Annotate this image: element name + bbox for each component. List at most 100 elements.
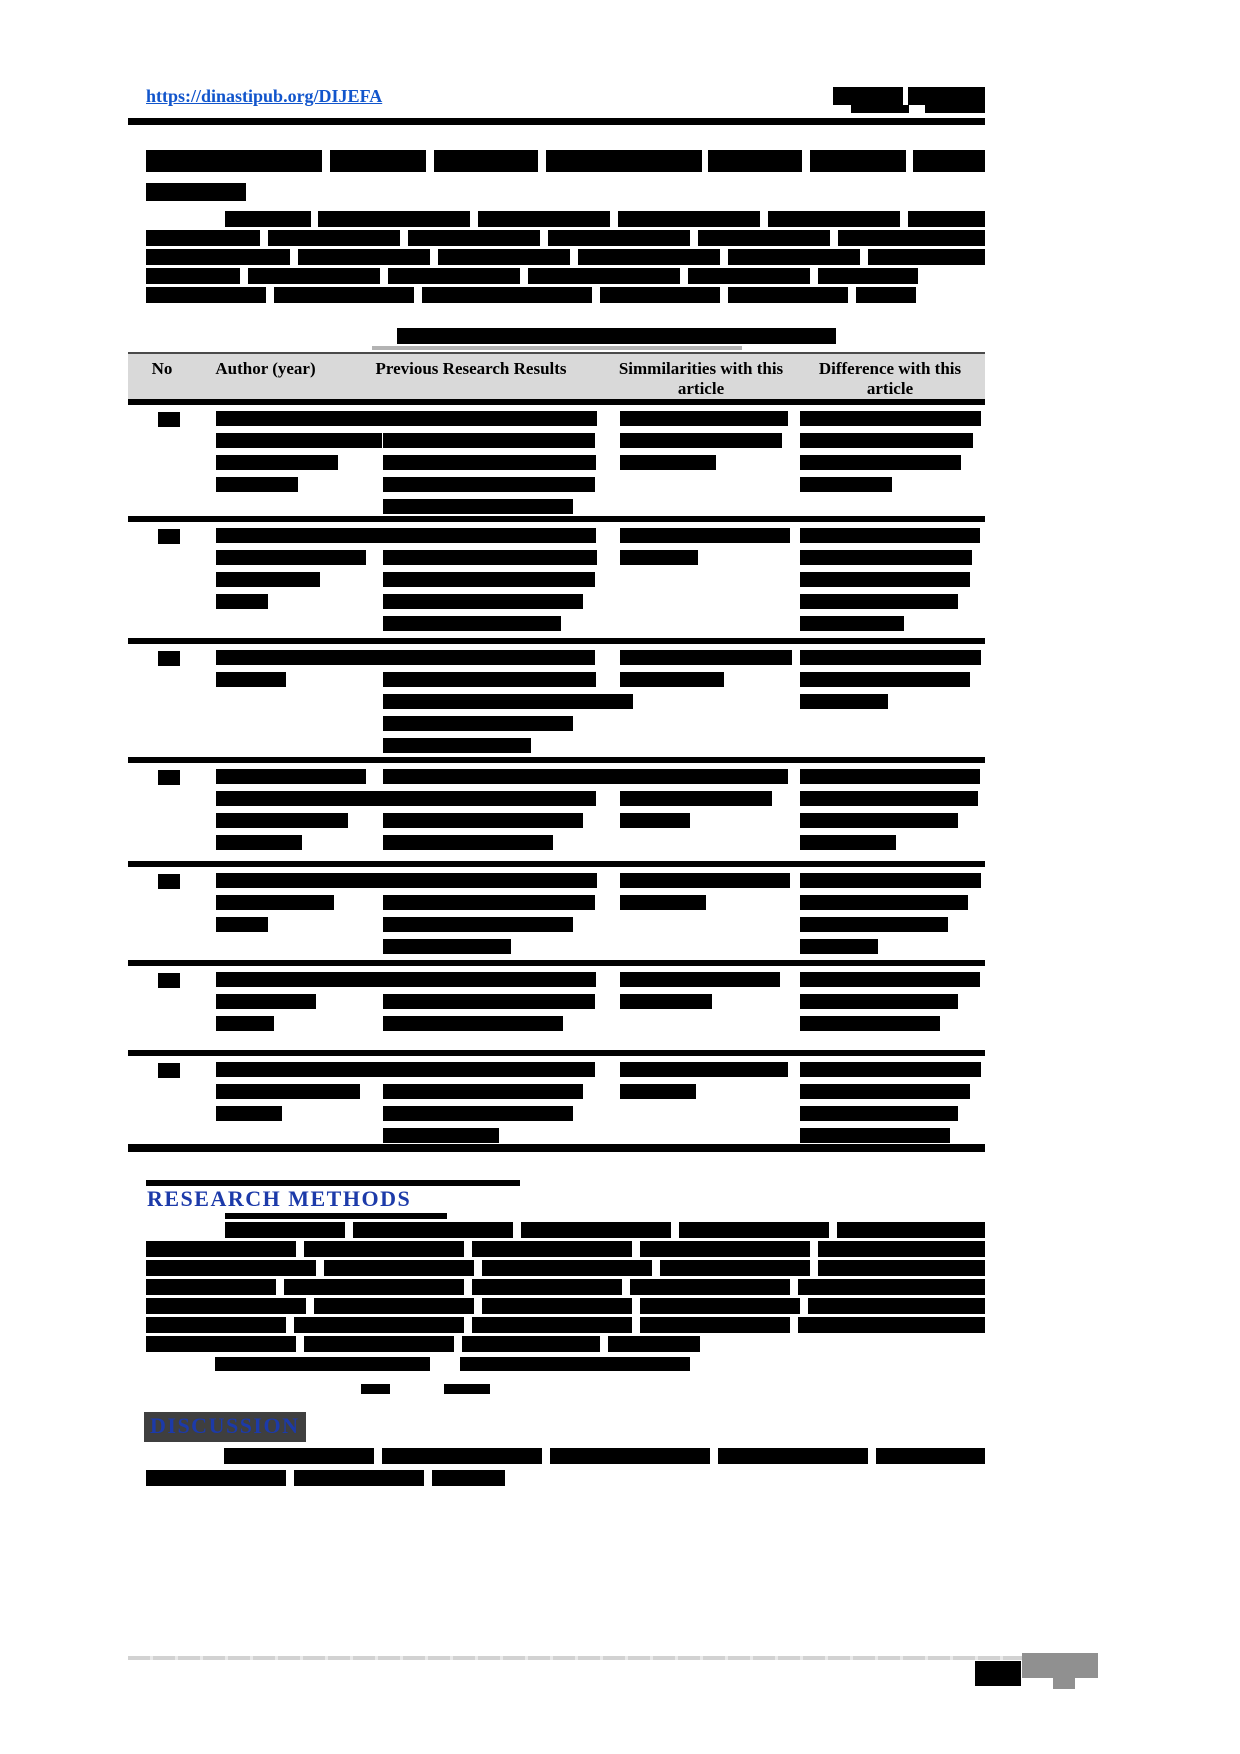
cell-author (196, 1056, 386, 1144)
column-header-author: Author (year) (215, 359, 316, 378)
table-header-row: No Author (year) Previous Research Results… (128, 352, 985, 406)
redacted-text (640, 1241, 810, 1257)
cell-diff (795, 867, 985, 960)
redacted-text (294, 1317, 464, 1333)
redacted-text (146, 1298, 306, 1314)
redacted-text (146, 1336, 296, 1352)
redacted-text (397, 328, 836, 344)
redacted-text (216, 650, 384, 666)
redacted-text (146, 1279, 276, 1295)
redacted-text (460, 1357, 690, 1371)
redacted-text (383, 694, 633, 710)
redacted-text (800, 528, 980, 544)
redacted-text (620, 791, 772, 807)
cell-no (128, 1056, 196, 1144)
redacted-text (146, 1260, 316, 1276)
redacted-text (383, 411, 597, 427)
redacted-text (330, 150, 426, 172)
redacted-text (383, 716, 573, 732)
redacted-text (353, 1222, 513, 1238)
redacted-text (274, 287, 414, 303)
redacted-text (472, 1317, 632, 1333)
redacted-text (383, 477, 595, 493)
redacted-text (216, 411, 388, 427)
redacted-text (800, 594, 958, 610)
redacted-text (383, 917, 573, 933)
redacted-text (620, 550, 698, 566)
redacted-text (146, 1241, 296, 1257)
redacted-text (383, 616, 561, 632)
redacted-text (728, 287, 848, 303)
redacted-text (800, 1062, 981, 1078)
redacted-text (618, 211, 760, 227)
cell-diff (795, 644, 985, 757)
column-header-no: No (151, 359, 173, 378)
redacted-text (216, 1016, 274, 1032)
redacted-text (383, 939, 511, 955)
redacted-text (856, 287, 916, 303)
cell-author (196, 867, 386, 960)
redacted-text (620, 411, 788, 427)
redacted-text (800, 813, 958, 829)
redacted-text (620, 1084, 696, 1100)
redacted-text (800, 433, 973, 449)
redacted-text (800, 917, 948, 933)
redacted-text (383, 769, 638, 785)
redacted-text (800, 769, 980, 785)
cell-no (128, 966, 196, 1050)
redacted-text (728, 249, 860, 265)
redacted-text (284, 1279, 464, 1295)
cell-sim (607, 644, 795, 757)
redacted-text (216, 433, 382, 449)
redacted-text (698, 230, 830, 246)
redacted-text (383, 594, 583, 610)
journal-link[interactable]: https://dinastipub.org/DIJEFA (146, 86, 383, 106)
redacted-text (383, 1016, 563, 1032)
redacted-text (268, 230, 400, 246)
redacted-text (382, 1448, 542, 1464)
redacted-text (620, 650, 792, 666)
redacted-text (304, 1241, 464, 1257)
cell-sim (607, 966, 795, 1050)
redacted-text (216, 895, 334, 911)
cell-no (128, 522, 196, 638)
cell-results (335, 405, 607, 516)
redacted-text (216, 791, 384, 807)
redacted-text (146, 249, 290, 265)
redacted-text (798, 1279, 985, 1295)
redacted-text (146, 183, 246, 201)
redacted-text (383, 572, 595, 588)
redacted-text (216, 1106, 282, 1122)
redacted-text (800, 835, 896, 851)
discussion-heading-highlight (144, 1412, 306, 1442)
cell-diff (795, 1056, 985, 1144)
redacted-text (146, 150, 322, 172)
redacted-text (434, 150, 538, 172)
redacted-text (708, 150, 802, 172)
redacted-text (216, 769, 366, 785)
redacted-text (146, 287, 266, 303)
redacted-text (837, 1222, 985, 1238)
redacted-text (146, 1470, 286, 1486)
redacted-number (158, 412, 180, 428)
redacted-text (216, 994, 316, 1010)
redacted-text (383, 738, 531, 754)
redacted-number (158, 770, 180, 786)
column-header-results: Previous Research Results (375, 359, 567, 378)
redacted-text (620, 873, 790, 889)
redacted-text (383, 528, 596, 544)
redacted-text (800, 477, 892, 493)
cell-results (335, 763, 638, 861)
cell-author (196, 763, 384, 861)
redacted-text (818, 1241, 985, 1257)
redacted-text (925, 105, 985, 113)
cell-diff (795, 763, 985, 861)
table-caption-subline (372, 346, 742, 350)
redacted-text (768, 211, 900, 227)
cell-results (335, 966, 607, 1050)
cell-no (128, 867, 196, 960)
footer-divider (128, 1656, 1098, 1660)
redacted-text (462, 1336, 600, 1352)
redacted-text (482, 1260, 652, 1276)
redacted-text (913, 150, 985, 172)
